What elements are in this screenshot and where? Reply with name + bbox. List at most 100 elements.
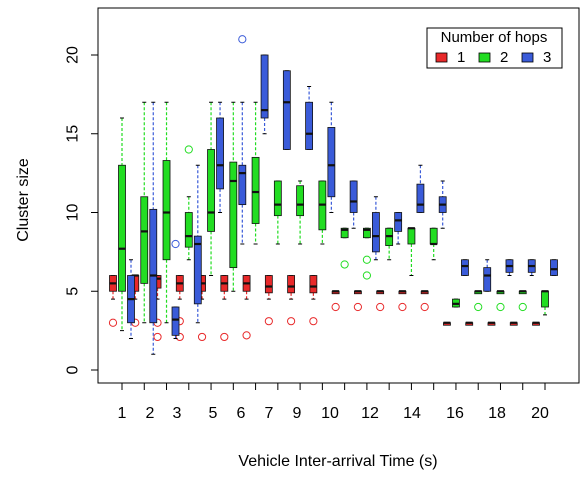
box-group	[509, 321, 518, 326]
box-group	[162, 101, 171, 324]
x-tick-label: 20	[531, 405, 549, 422]
outlier-point	[362, 271, 371, 280]
box-group	[487, 321, 496, 326]
box-group	[362, 227, 371, 280]
box-group	[149, 101, 158, 355]
box	[327, 127, 336, 198]
box	[273, 180, 282, 217]
legend-swatch	[435, 52, 448, 63]
outlier-point	[153, 332, 162, 342]
plot-frame	[97, 7, 580, 384]
box	[287, 275, 296, 294]
y-tick-label: 0	[65, 365, 82, 374]
box	[429, 227, 438, 245]
box-group	[184, 145, 193, 261]
y-tick-label: 15	[65, 125, 82, 143]
box	[264, 275, 273, 294]
y-axis: 0 5 10 15 20	[65, 46, 98, 374]
box-group	[483, 259, 492, 292]
outlier-point	[518, 302, 527, 312]
outlier-point	[242, 331, 251, 340]
box-group	[296, 180, 305, 245]
box-group	[438, 180, 447, 229]
outlier-point	[264, 317, 273, 326]
box-group	[353, 290, 362, 312]
box	[362, 227, 371, 239]
legend-swatch	[478, 52, 491, 63]
box-group	[550, 259, 558, 276]
legend-label: 2	[500, 49, 508, 66]
x-tick-label: 2	[146, 405, 155, 422]
box	[305, 101, 314, 150]
box-group	[242, 275, 251, 340]
legend-label: 3	[543, 49, 551, 66]
box-group	[518, 290, 527, 312]
x-tick-label: 18	[488, 405, 506, 422]
box-group	[505, 259, 514, 276]
box-group	[376, 290, 385, 312]
box	[184, 212, 193, 248]
y-axis-label: Cluster size	[15, 158, 32, 242]
x-axis: 1 2 3 5 6 7 9 10 12 14 16 18 20	[118, 383, 549, 422]
box-group	[349, 180, 358, 229]
x-tick-label: 3	[173, 405, 182, 422]
box-group	[220, 275, 229, 342]
box	[171, 306, 180, 336]
legend-swatch	[521, 52, 534, 63]
box-group	[108, 275, 118, 327]
outlier-point	[353, 302, 362, 312]
y-tick-label: 10	[65, 204, 82, 222]
x-tick-label: 14	[403, 405, 421, 422]
box-group	[207, 101, 215, 276]
legend: Number of hops 1 2 3	[426, 27, 563, 69]
outlier-point	[287, 317, 296, 326]
x-tick-label: 16	[446, 405, 464, 422]
box-group	[327, 101, 336, 213]
box	[193, 235, 202, 305]
box-group	[443, 321, 451, 326]
box	[407, 227, 416, 245]
box-group	[273, 180, 282, 245]
box-group	[309, 275, 318, 326]
x-axis-label: Vehicle Inter-arrival Time (s)	[238, 453, 437, 470]
box-group	[527, 259, 536, 276]
box-group	[331, 290, 340, 312]
outlier-point	[496, 302, 505, 312]
box	[394, 212, 403, 232]
box	[149, 208, 158, 324]
box	[461, 259, 469, 276]
box	[162, 160, 171, 261]
x-tick-label: 12	[361, 405, 379, 422]
outlier-point	[398, 302, 407, 312]
box	[541, 290, 549, 308]
outlier-point	[340, 260, 349, 269]
box-group	[305, 86, 314, 150]
box-group	[532, 321, 540, 326]
box-group	[238, 35, 247, 245]
box-group	[465, 321, 474, 326]
box-group	[340, 227, 349, 269]
box-group	[287, 275, 296, 326]
box	[251, 156, 260, 224]
box	[296, 185, 305, 217]
box	[309, 275, 318, 294]
box-group	[385, 227, 394, 261]
outlier-point	[108, 318, 118, 327]
outlier-point	[362, 255, 371, 264]
box-group	[140, 101, 149, 324]
x-tick-label: 9	[293, 405, 302, 422]
box-group	[216, 101, 224, 213]
outlier-point	[309, 317, 318, 326]
plot-area	[108, 35, 558, 355]
outlier-point	[376, 302, 385, 312]
outlier-point	[184, 145, 193, 154]
box-group	[282, 70, 291, 150]
box	[340, 227, 349, 239]
x-tick-label: 6	[237, 405, 246, 422]
box	[207, 149, 215, 232]
box	[260, 54, 269, 119]
x-tick-label: 1	[118, 405, 127, 422]
box-group	[429, 227, 438, 261]
box	[483, 267, 492, 292]
